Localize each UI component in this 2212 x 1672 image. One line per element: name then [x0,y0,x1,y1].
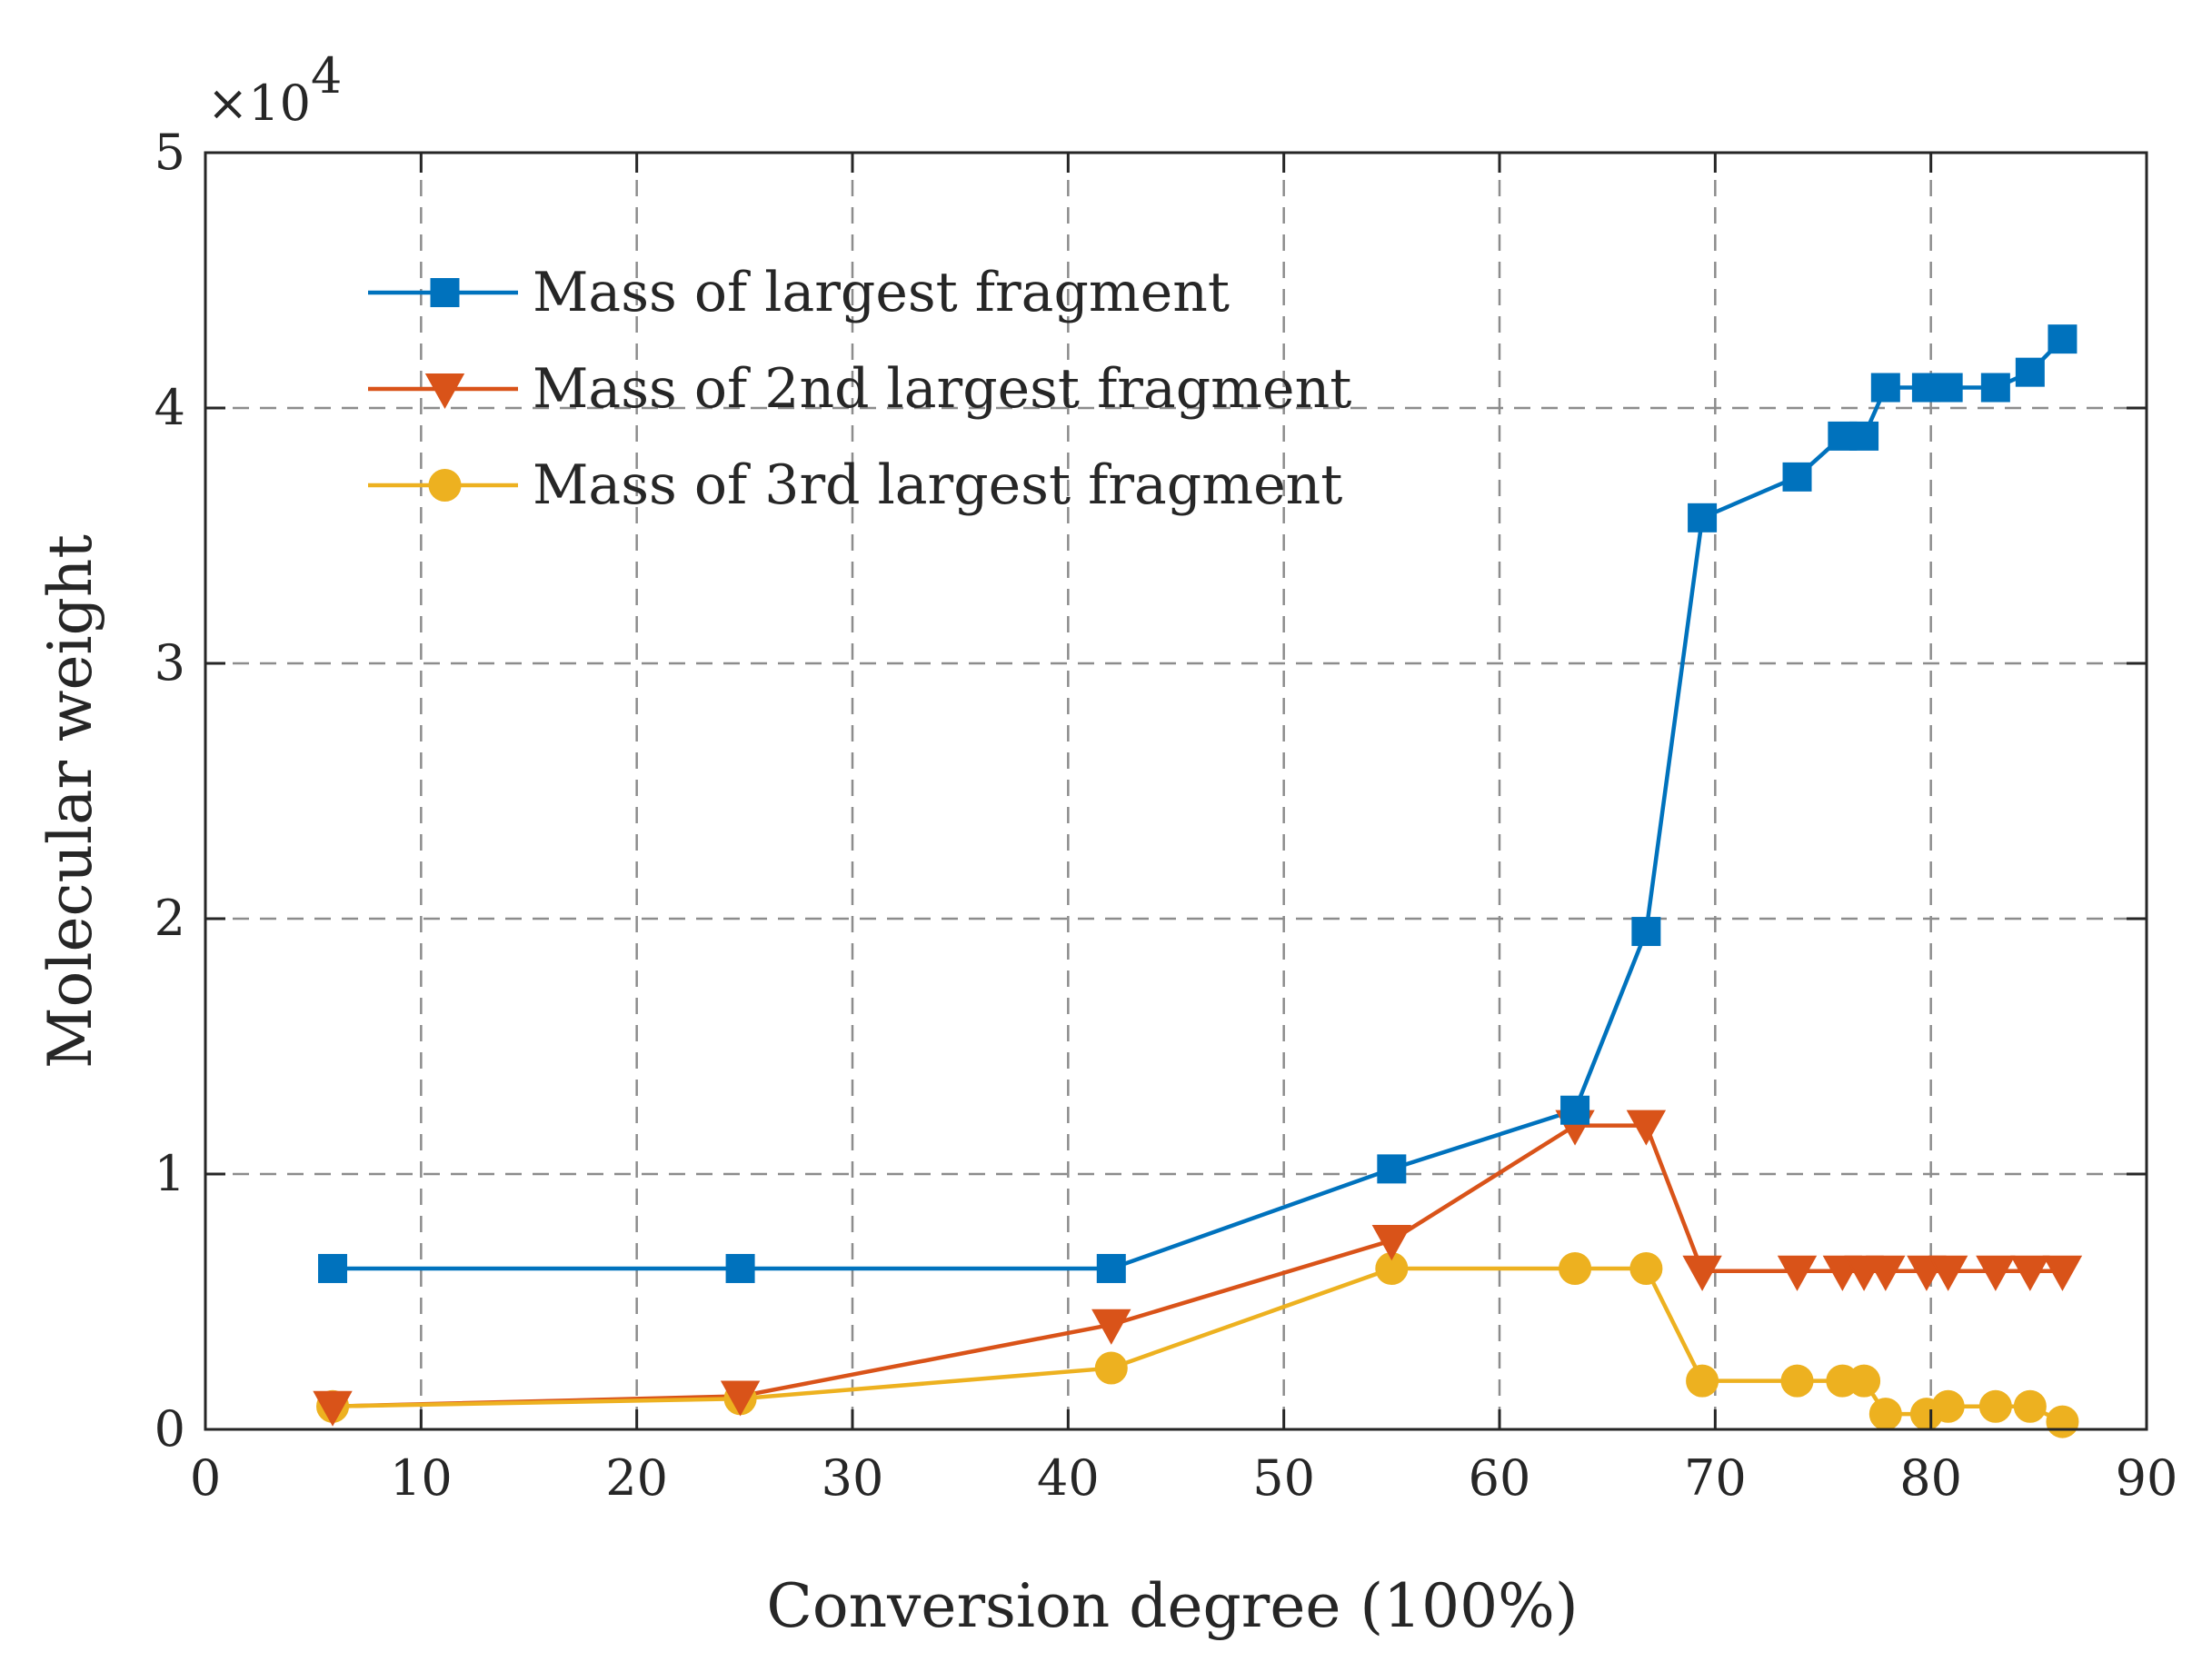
series-2-point [1371,1225,1412,1261]
series-2-point [1682,1255,1722,1291]
series-1-point [1096,1253,1126,1283]
series-1-point [2048,324,2077,354]
series-2-point [1866,1255,1906,1291]
series-1-point [1980,373,2010,403]
x-tick-label: 90 [2116,1449,2178,1507]
series-1-point [1631,917,1661,947]
series-2-point [2010,1255,2050,1291]
series-1-point [1782,462,1812,492]
x-tick-label: 50 [1252,1449,1315,1507]
x-tick-label: 10 [390,1449,453,1507]
series-2-point [1976,1255,2016,1291]
series-1-point [1560,1095,1590,1125]
x-tick-label: 20 [605,1449,668,1507]
series-2-point [1091,1309,1131,1345]
axis-ticks [204,151,2148,1431]
series-3-point [2046,1405,2079,1438]
series-1-point [2015,357,2045,387]
series-3-point [2013,1389,2047,1423]
series-3-point [1848,1364,1881,1398]
series-3-point [1931,1389,1965,1423]
x-tick-label: 0 [190,1449,221,1507]
legend: Mass of largest fragment Mass of 2nd larg… [368,261,1351,517]
series-1-point [725,1253,755,1283]
y-tick-label: 4 [154,379,185,436]
legend-label-3: Mass of 3rd largest fragment [533,453,1342,517]
series-line-1 [333,337,2065,1271]
legend-marker-3 [428,469,462,502]
series-3-point [1868,1398,1902,1431]
series-1-point [1933,373,1963,403]
legend-marker-2 [424,373,465,410]
x-axis-title: Conversion degree (100%) [766,1571,1578,1641]
y-tick-label: 3 [154,634,185,692]
series-3-point [1559,1251,1592,1285]
series-line-3 [332,1266,2064,1424]
x-tick-label: 70 [1684,1449,1747,1507]
series-1-point [1849,421,1879,451]
x-tick-labels: 0 10 20 30 40 50 60 70 80 90 [190,1449,2178,1507]
legend-marker-1 [430,278,460,307]
y-tick-label: 1 [154,1145,185,1202]
y-tick-label: 2 [154,890,185,947]
legend-label-1: Mass of largest fragment [533,261,1230,324]
legend-label-2: Mass of 2nd largest fragment [533,357,1351,421]
series-3-point [1686,1364,1719,1398]
series-2-point [1626,1110,1667,1146]
series-2-point [313,1390,353,1427]
series-1-point [1377,1154,1407,1184]
y-tick-label: 0 [154,1400,185,1458]
x-tick-label: 60 [1469,1449,1531,1507]
series-3-point [1978,1389,2012,1423]
series-2-point [720,1380,761,1417]
plot-frame [204,151,2148,1431]
series-1-point [1870,373,1900,403]
series-3-point [1629,1251,1663,1285]
y-tick-label: 5 [154,124,185,181]
x-tick-label: 40 [1037,1449,1100,1507]
series-line-2 [332,1123,2063,1408]
y-multiplier: ×104 [207,47,342,132]
series-1-point [1688,503,1718,532]
series-2-point [1928,1255,1968,1291]
grid-lines [205,153,2147,1429]
series-1-point [318,1253,348,1283]
series-3-point [1094,1351,1128,1385]
x-tick-label: 30 [822,1449,884,1507]
y-axis-title: Molecular weight [35,534,105,1069]
series-2-point [2042,1255,2083,1291]
series-lines [332,337,2065,1424]
series-3-point [1780,1364,1814,1398]
x-tick-label: 80 [1899,1449,1962,1507]
y-tick-labels: 0 1 2 3 4 5 [154,124,185,1458]
series-2-point [1777,1255,1818,1291]
